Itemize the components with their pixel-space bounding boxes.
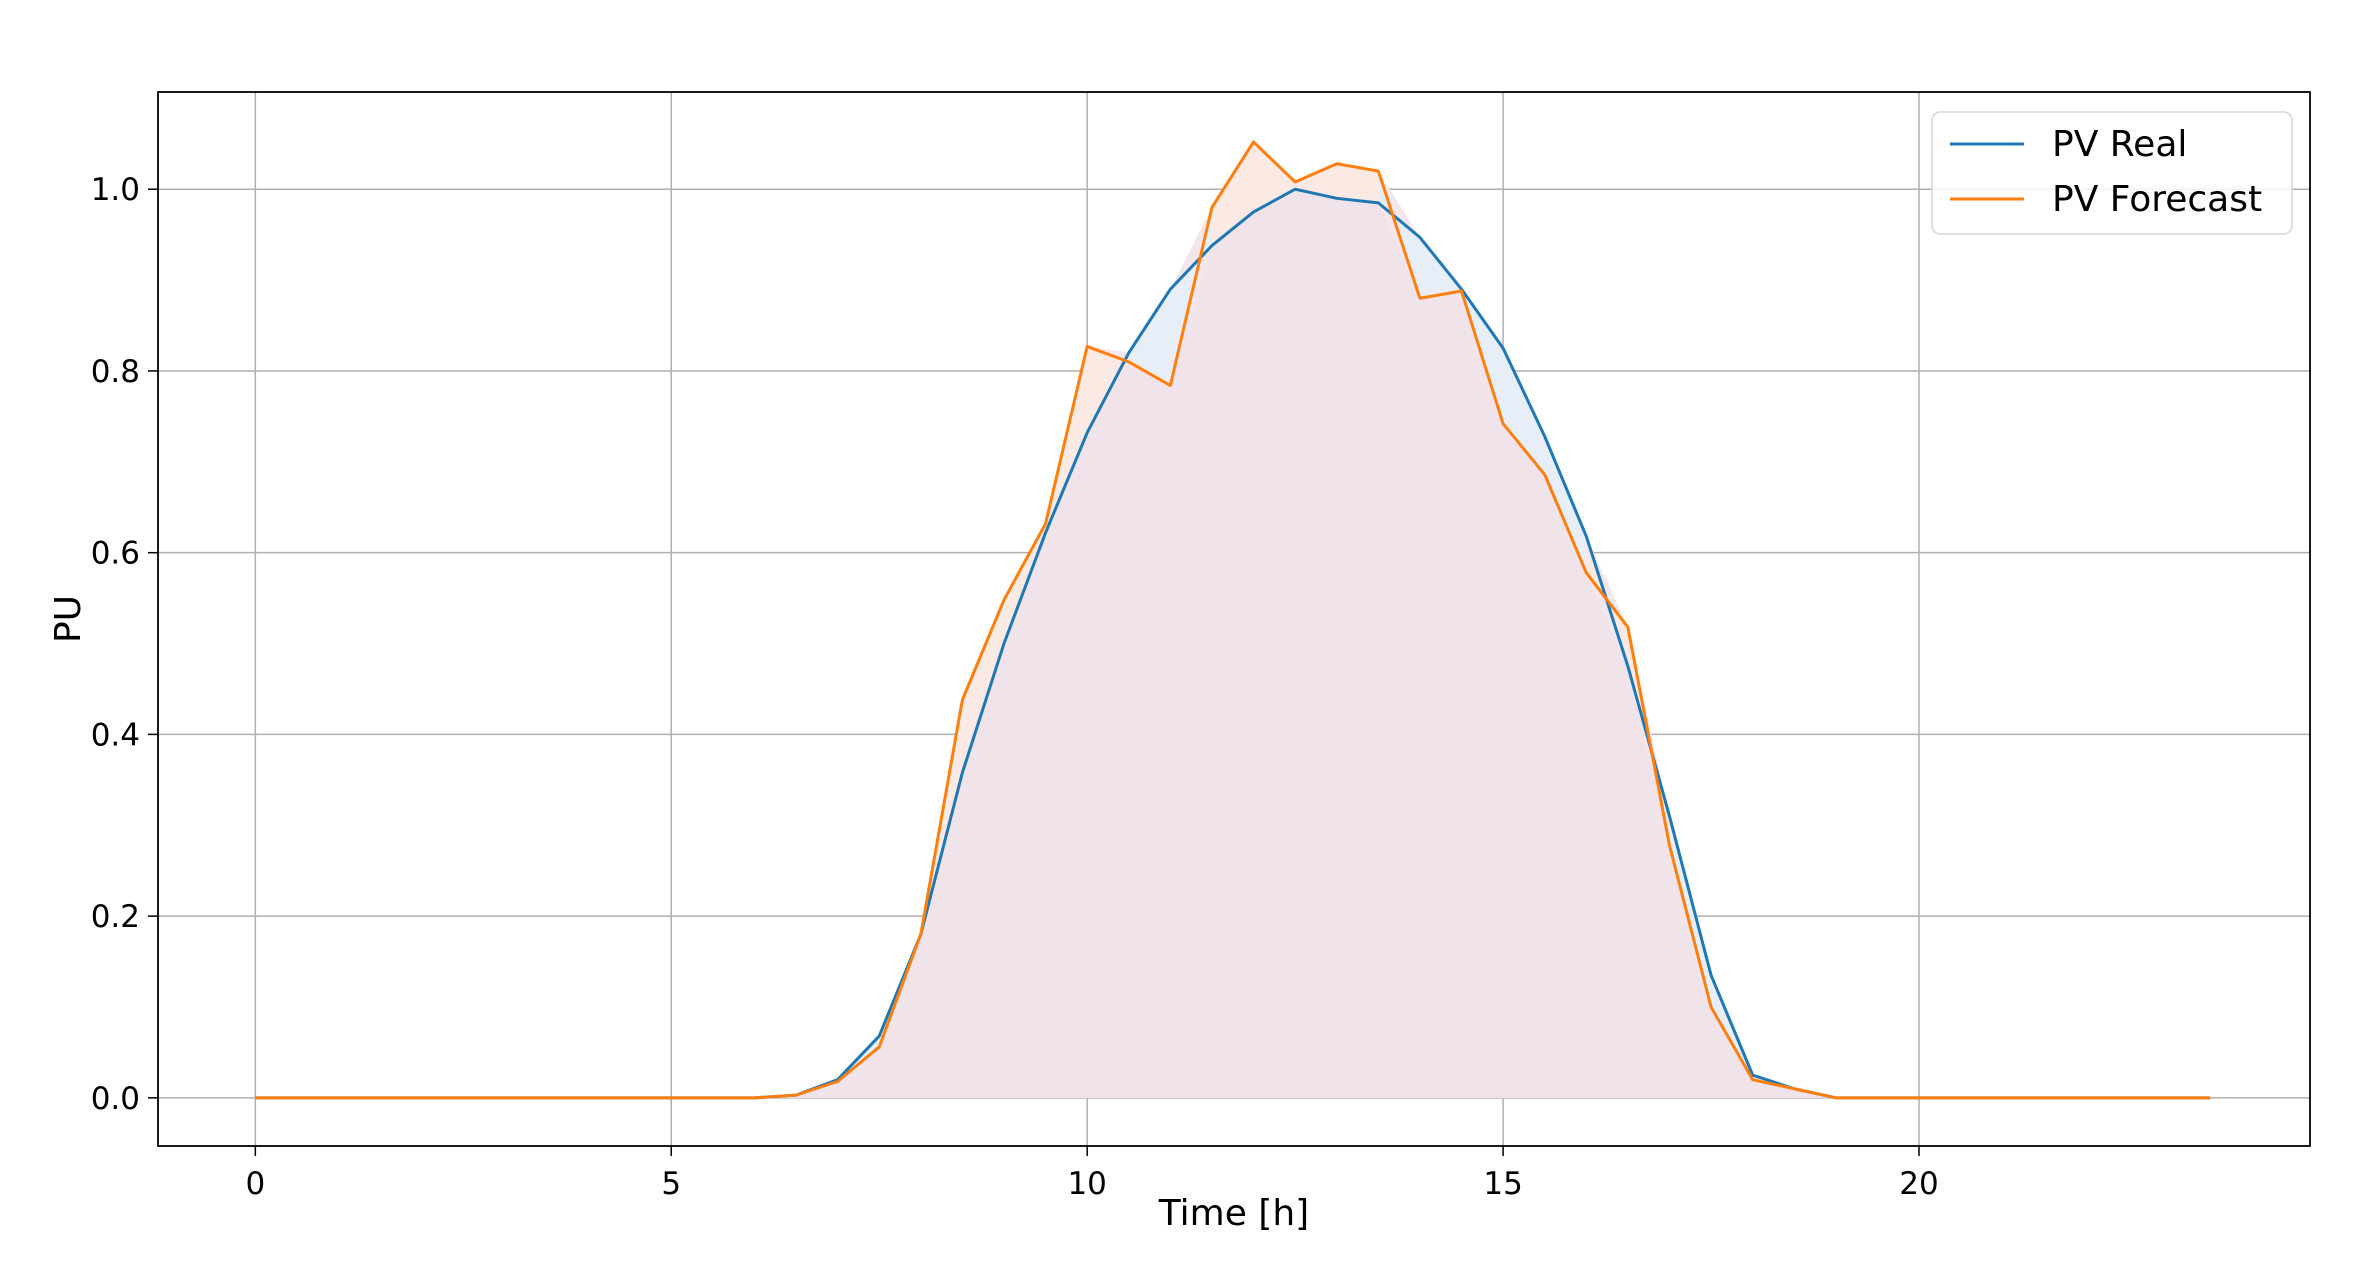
x-tick-label: 5 xyxy=(661,1166,681,1202)
area-fill-segment xyxy=(1503,348,1545,475)
y-tick-label: 1.0 xyxy=(91,172,140,208)
area-fill-common xyxy=(255,189,2211,1098)
legend-label: PV Forecast xyxy=(2052,179,2262,220)
legend: PV Real PV Forecast xyxy=(1931,111,2293,235)
x-tick-label: 20 xyxy=(1899,1166,1938,1202)
area-fill-segment xyxy=(1336,163,1379,203)
area-fill-segment xyxy=(962,599,1004,773)
legend-label: PV Real xyxy=(2052,124,2187,165)
fill-layer xyxy=(255,141,2211,1098)
x-tick-label: 15 xyxy=(1483,1166,1522,1202)
series-layer xyxy=(255,140,2211,1100)
area-fill-segment xyxy=(1295,163,1337,199)
plot-area-frame xyxy=(157,91,2311,1147)
area-fill-segment xyxy=(1544,436,1587,573)
y-tick-label: 0.6 xyxy=(91,536,140,572)
y-axis-label: PU xyxy=(48,595,89,643)
series-line-pv-forecast xyxy=(255,140,2211,1100)
y-tick-label: 0.0 xyxy=(91,1081,140,1117)
x-tick-label: 0 xyxy=(245,1166,265,1202)
area-fill-segment xyxy=(1669,816,1712,1007)
y-tick-label: 0.4 xyxy=(91,717,140,753)
x-axis-label: Time [h] xyxy=(1158,1193,1309,1234)
x-tick-label: 10 xyxy=(1067,1166,1106,1202)
y-tick-label: 0.8 xyxy=(91,354,140,390)
ticks-layer: 0 5 10 15 20 0.0 0.2 0.4 0.6 0.8 1.0 xyxy=(91,172,1939,1202)
y-tick-label: 0.2 xyxy=(91,899,140,935)
area-fill-segment xyxy=(1128,289,1171,386)
